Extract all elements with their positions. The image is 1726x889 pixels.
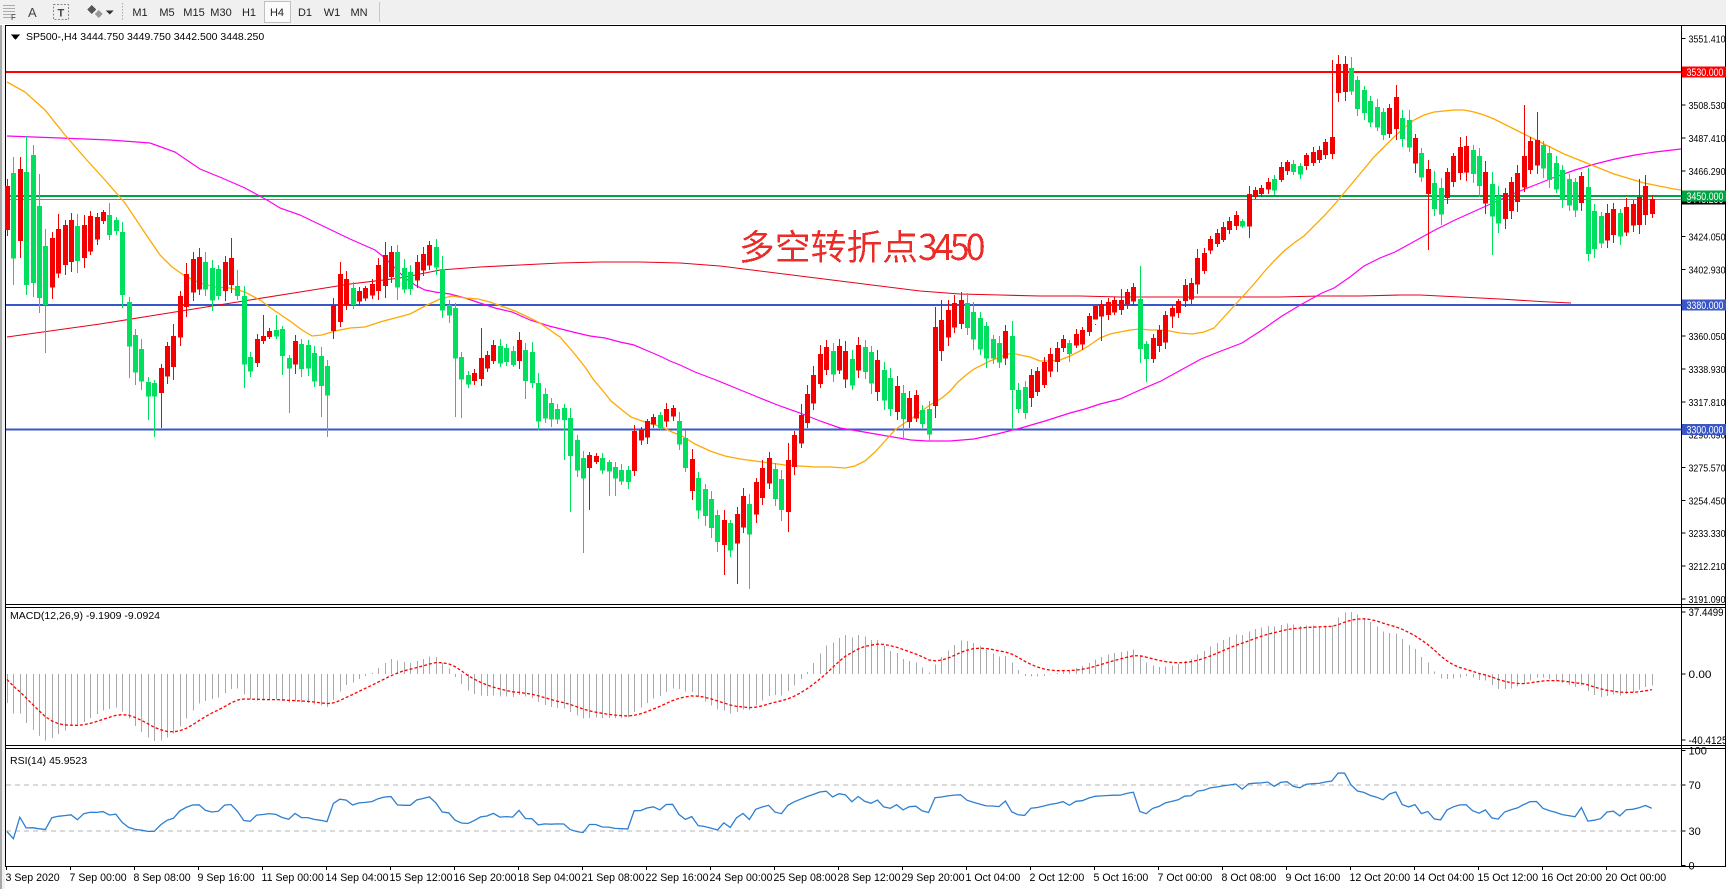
svg-text:37.4499: 37.4499 xyxy=(1689,607,1724,619)
svg-text:20 Oct 00:00: 20 Oct 00:00 xyxy=(1606,872,1667,884)
svg-text:15 Sep 12:00: 15 Sep 12:00 xyxy=(390,872,453,884)
svg-text:7 Oct 00:00: 7 Oct 00:00 xyxy=(1158,872,1213,884)
svg-text:16 Oct 20:00: 16 Oct 20:00 xyxy=(1542,872,1603,884)
svg-text:M15: M15 xyxy=(183,7,204,19)
svg-text:3233.330: 3233.330 xyxy=(1689,528,1726,540)
svg-text:H4: H4 xyxy=(270,7,284,19)
svg-text:D1: D1 xyxy=(298,7,312,19)
svg-text:25 Sep 08:00: 25 Sep 08:00 xyxy=(774,872,837,884)
svg-text:MACD(12,26,9) -9.1909 -9.0924: MACD(12,26,9) -9.1909 -9.0924 xyxy=(10,610,160,622)
svg-text:21 Sep 08:00: 21 Sep 08:00 xyxy=(582,872,645,884)
svg-text:SP500-,H4 3444.750 3449.750 3: SP500-,H4 3444.750 3449.750 3442.500 344… xyxy=(26,31,264,43)
svg-text:29 Sep 20:00: 29 Sep 20:00 xyxy=(902,872,965,884)
svg-text:MN: MN xyxy=(350,7,367,19)
svg-text:3338.930: 3338.930 xyxy=(1689,364,1726,376)
svg-text:3254.450: 3254.450 xyxy=(1689,495,1726,507)
svg-text:8 Sep 08:00: 8 Sep 08:00 xyxy=(134,872,191,884)
svg-text:16 Sep 20:00: 16 Sep 20:00 xyxy=(454,872,517,884)
svg-text:70: 70 xyxy=(1689,780,1701,792)
svg-text:3191.090: 3191.090 xyxy=(1689,594,1726,606)
svg-text:3424.050: 3424.050 xyxy=(1689,232,1726,244)
svg-text:0: 0 xyxy=(1689,861,1695,873)
svg-text:11 Sep 00:00: 11 Sep 00:00 xyxy=(262,872,324,884)
svg-text:12 Oct 20:00: 12 Oct 20:00 xyxy=(1350,872,1411,884)
svg-text:18 Sep 04:00: 18 Sep 04:00 xyxy=(518,872,581,884)
svg-text:3212.210: 3212.210 xyxy=(1689,561,1726,573)
svg-text:0.00: 0.00 xyxy=(1689,669,1712,681)
svg-text:3487.410: 3487.410 xyxy=(1689,133,1726,145)
svg-text:F: F xyxy=(11,13,16,22)
svg-text:28 Sep 12:00: 28 Sep 12:00 xyxy=(838,872,901,884)
svg-text:30: 30 xyxy=(1689,826,1701,838)
svg-text:9 Oct 16:00: 9 Oct 16:00 xyxy=(1286,872,1341,884)
svg-text:22 Sep 16:00: 22 Sep 16:00 xyxy=(646,872,709,884)
svg-text:14 Sep 04:00: 14 Sep 04:00 xyxy=(326,872,389,884)
svg-text:2 Oct 12:00: 2 Oct 12:00 xyxy=(1030,872,1085,884)
svg-text:H1: H1 xyxy=(242,7,256,19)
svg-text:3466.290: 3466.290 xyxy=(1689,166,1726,178)
svg-text:5 Oct 16:00: 5 Oct 16:00 xyxy=(1094,872,1149,884)
svg-text:7 Sep 00:00: 7 Sep 00:00 xyxy=(70,872,127,884)
svg-text:3450.000: 3450.000 xyxy=(1687,191,1724,203)
svg-text:3402.930: 3402.930 xyxy=(1689,264,1726,276)
svg-text:100: 100 xyxy=(1689,746,1707,758)
svg-text:8 Oct 08:00: 8 Oct 08:00 xyxy=(1222,872,1277,884)
svg-text:3 Sep 2020: 3 Sep 2020 xyxy=(6,872,60,884)
svg-text:RSI(14) 45.9523: RSI(14) 45.9523 xyxy=(10,755,87,767)
svg-text:24 Sep 00:00: 24 Sep 00:00 xyxy=(710,872,773,884)
svg-text:3551.410: 3551.410 xyxy=(1689,34,1726,46)
svg-text:M5: M5 xyxy=(159,7,174,19)
svg-text:3530.000: 3530.000 xyxy=(1687,67,1724,79)
svg-text:1 Oct 04:00: 1 Oct 04:00 xyxy=(966,872,1021,884)
svg-text:3300.000: 3300.000 xyxy=(1687,425,1724,437)
svg-text:M30: M30 xyxy=(210,7,231,19)
svg-text:9 Sep 16:00: 9 Sep 16:00 xyxy=(198,872,255,884)
svg-text:3360.050: 3360.050 xyxy=(1689,331,1726,343)
svg-text:T: T xyxy=(58,8,65,20)
svg-text:A: A xyxy=(28,5,37,20)
svg-text:W1: W1 xyxy=(324,7,341,19)
svg-text:14 Oct 04:00: 14 Oct 04:00 xyxy=(1414,872,1475,884)
svg-text:3380.000: 3380.000 xyxy=(1687,300,1724,312)
svg-text:3317.810: 3317.810 xyxy=(1689,397,1726,409)
svg-text:15 Oct 12:00: 15 Oct 12:00 xyxy=(1478,872,1539,884)
svg-text:M1: M1 xyxy=(132,7,147,19)
svg-text:-40.4125: -40.4125 xyxy=(1689,735,1726,747)
svg-text:3275.570: 3275.570 xyxy=(1689,462,1726,474)
svg-text:3508.530: 3508.530 xyxy=(1689,100,1726,112)
